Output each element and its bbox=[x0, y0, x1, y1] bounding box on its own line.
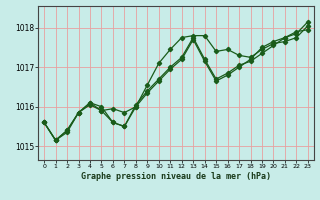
X-axis label: Graphe pression niveau de la mer (hPa): Graphe pression niveau de la mer (hPa) bbox=[81, 172, 271, 181]
